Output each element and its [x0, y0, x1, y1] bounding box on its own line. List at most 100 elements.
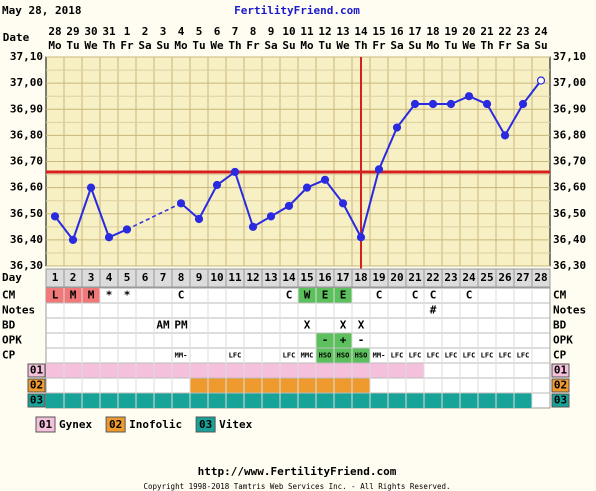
- weekday-label: Tu: [318, 39, 331, 52]
- sign-value: C: [466, 289, 473, 302]
- day-number: 27: [516, 271, 529, 284]
- temperature-point: [50, 212, 60, 221]
- date-label: 29: [66, 25, 79, 38]
- y-tick-label-right: 36,30: [553, 259, 586, 272]
- medication-code-box-right: [551, 363, 570, 378]
- sign-value: L: [52, 289, 59, 302]
- medication-code-right: 03: [554, 394, 567, 407]
- temperature-point: [482, 99, 492, 109]
- date-label: 5: [196, 25, 203, 38]
- legend-name: Vitex: [219, 418, 252, 431]
- day-number: 26: [498, 271, 512, 284]
- medication-code: 03: [30, 394, 43, 407]
- date-label: 22: [498, 25, 511, 38]
- y-tick-label-right: 36,70: [553, 155, 586, 168]
- sign-value: W: [304, 289, 311, 302]
- temperature-point: [536, 76, 546, 85]
- y-tick-label: 36,90: [10, 102, 43, 115]
- temperature-point: [122, 225, 132, 234]
- date-label: 2: [142, 25, 149, 38]
- sign-value: *: [106, 289, 113, 302]
- weekday-label: Su: [156, 39, 169, 52]
- sign-value: X: [340, 319, 347, 332]
- temperature-point: [68, 235, 78, 244]
- date-label: 17: [408, 25, 421, 38]
- day-number: 7: [160, 271, 167, 284]
- legend-code: 01: [39, 418, 53, 431]
- y-tick-label-right: 36,40: [553, 233, 586, 246]
- date-label: 16: [390, 25, 404, 38]
- date-label: 15: [372, 25, 385, 38]
- weekday-label: Fr: [120, 39, 134, 52]
- weekday-label: Sa: [390, 39, 403, 52]
- date-label: 13: [336, 25, 349, 38]
- weekday-label: Mo: [426, 39, 440, 52]
- sign-value: LFC: [229, 352, 242, 360]
- weekday-label: Th: [480, 39, 493, 52]
- weekday-label: Mo: [174, 39, 188, 52]
- legend-name: Gynex: [59, 418, 92, 431]
- date-label: 6: [214, 25, 221, 38]
- row-label-right: CP: [553, 349, 567, 362]
- row-label-right: Notes: [553, 304, 586, 317]
- sign-value: LFC: [499, 352, 512, 360]
- weekday-label: Su: [282, 39, 295, 52]
- day-number: 21: [408, 271, 422, 284]
- date-label: 7: [232, 25, 239, 38]
- sign-value: HSO: [319, 352, 332, 360]
- weekday-label: Fr: [246, 39, 260, 52]
- sign-value: M: [70, 289, 77, 302]
- day-number: 2: [70, 271, 77, 284]
- temperature-point: [104, 233, 114, 242]
- date-label: 9: [268, 25, 275, 38]
- sign-value: C: [430, 289, 437, 302]
- sign-highlight: [298, 288, 352, 303]
- sign-value: LFC: [445, 352, 458, 360]
- day-number: 3: [88, 271, 95, 284]
- date-label: 8: [250, 25, 257, 38]
- row-label: CM: [2, 289, 16, 302]
- sign-value: LFC: [427, 352, 440, 360]
- medication-code-box: [27, 378, 46, 393]
- date-label: 4: [178, 25, 185, 38]
- temperature-point: [374, 165, 384, 174]
- sign-value: C: [412, 289, 419, 302]
- sign-value: LFC: [481, 352, 494, 360]
- weekday-label: Th: [228, 39, 241, 52]
- temperature-point: [212, 180, 222, 190]
- row-label: Notes: [2, 304, 35, 317]
- day-number: 13: [264, 271, 277, 284]
- footer-url: http://www.FertilityFriend.com: [198, 465, 397, 478]
- weekday-label: Th: [354, 39, 367, 52]
- sign-value: #: [430, 304, 437, 317]
- temperature-point: [338, 199, 348, 208]
- date-label: 24: [534, 25, 548, 38]
- y-tick-label-right: 37,10: [553, 50, 586, 63]
- sign-value: X: [304, 319, 311, 332]
- row-label: OPK: [2, 334, 22, 347]
- date-label: 12: [318, 25, 331, 38]
- temperature-point: [428, 99, 438, 109]
- temperature-point: [410, 99, 420, 109]
- day-number: 1: [52, 271, 59, 284]
- sign-value: MM-: [373, 352, 386, 360]
- temperature-point: [518, 99, 528, 109]
- weekday-label: Su: [534, 39, 547, 52]
- day-number: 19: [372, 271, 385, 284]
- y-tick-label: 36,80: [10, 128, 43, 141]
- sign-value: LFC: [517, 352, 530, 360]
- date-label: 21: [480, 25, 494, 38]
- day-number: 5: [124, 271, 131, 284]
- row-label-right: BD: [553, 319, 567, 332]
- date-label: 19: [444, 25, 457, 38]
- temperature-point: [302, 183, 312, 192]
- sign-value: HSO: [337, 352, 350, 360]
- date-label: 30: [84, 25, 97, 38]
- sign-value: LFC: [283, 352, 296, 360]
- row-label-right: OPK: [553, 334, 573, 347]
- day-number: 20: [390, 271, 403, 284]
- temperature-point: [356, 233, 366, 242]
- weekday-label: Tu: [444, 39, 457, 52]
- medication-code-right: 02: [554, 379, 567, 392]
- sign-value: M: [88, 289, 95, 302]
